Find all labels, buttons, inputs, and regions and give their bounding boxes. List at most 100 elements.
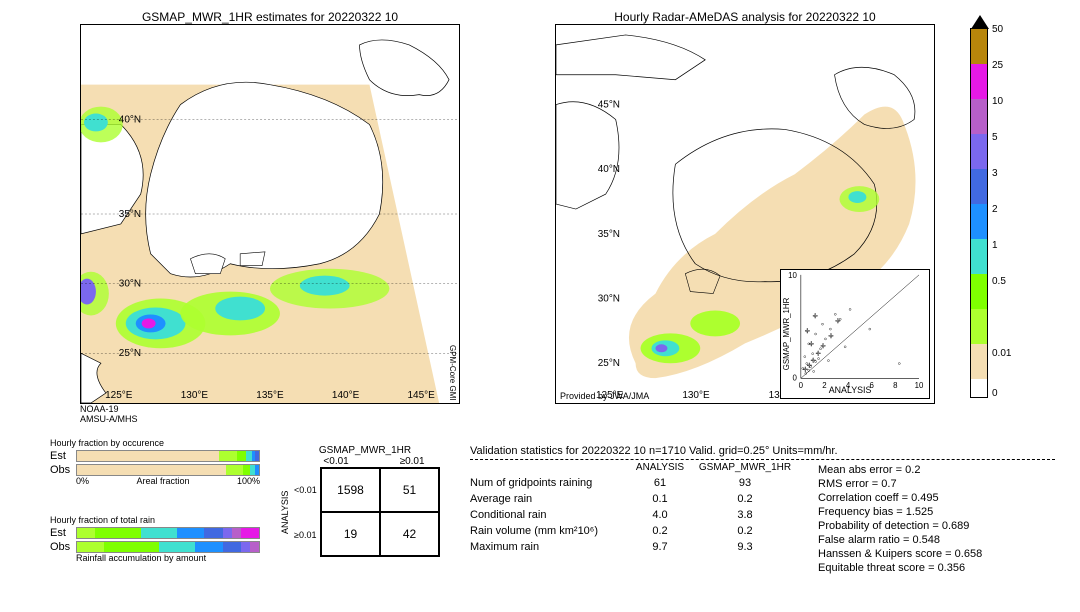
svg-text:10: 10 [915,381,924,390]
cont-row-label: ≥0.01 [294,530,320,540]
svg-text:10: 10 [788,271,797,280]
totalrain-title: Hourly fraction of total rain [50,515,260,525]
right-map-title: Hourly Radar-AMeDAS analysis for 2022032… [555,10,935,24]
cb-tick: 1 [992,240,998,251]
val-col-header: GSMAP_MWR_1HR [695,462,795,473]
bar-segment [77,451,219,461]
svg-text:+: + [821,341,826,351]
cb-tick: 0.5 [992,276,1006,287]
svg-text:35°N: 35°N [119,209,141,220]
gpm-label: GPM-Core GMI [448,345,457,401]
est-label: Est [50,527,72,539]
svg-text:+: + [835,316,840,326]
lon-tick: 145°E [407,390,434,401]
cont-col-header: GSMAP_MWR_1HR [280,445,450,456]
bar-segment [77,465,226,475]
cont-cell: 1598 [321,468,380,512]
bar-segment [241,542,250,552]
bar-segment [241,528,259,538]
cont-cell: 42 [380,512,439,556]
noaa-label: NOAA-19 [80,404,460,414]
svg-text:25°N: 25°N [598,358,620,369]
svg-text:40°N: 40°N [119,114,141,125]
cb-tick: 3 [992,168,998,179]
svg-text:8: 8 [893,381,898,390]
bar-segment [77,542,104,552]
svg-text:35°N: 35°N [598,229,620,240]
left-map-title: GSMAP_MWR_1HR estimates for 20220322 10 [80,10,460,24]
cb-tick: 5 [992,132,998,143]
validation-row: Average rain0.10.2 [470,493,800,505]
bar-segment [255,451,259,461]
validation-row: Conditional rain4.03.8 [470,509,800,521]
totalrain-footer: Rainfall accumulation by amount [76,553,260,563]
svg-text:30°N: 30°N [598,294,620,305]
axis-label: 0% [76,476,89,486]
colorbar [970,28,988,398]
bar-segment [141,528,177,538]
totalrain-obs-bar [76,541,260,553]
svg-text:+: + [805,326,810,336]
svg-text:4: 4 [846,381,851,390]
svg-text:0: 0 [793,373,798,382]
bar-segment [250,542,259,552]
jwa-label: Provided by JWA/JMA [560,391,649,401]
cont-row-header: ANALYSIS [280,467,294,557]
lon-tick: 130°E [181,390,208,401]
bar-segment [204,528,222,538]
cb-tick: 0.01 [992,348,1011,359]
stat-row: Equitable threat score = 0.356 [818,562,1048,574]
validation-row: Rain volume (mm km²10⁶)0.20.2 [470,525,800,537]
cont-row-label: <0.01 [294,485,320,495]
stat-row: False alarm ratio = 0.548 [818,534,1048,546]
svg-text:2: 2 [822,381,826,390]
svg-text:40°N: 40°N [598,164,620,175]
stat-row: Mean abs error = 0.2 [818,464,1048,476]
stat-row: Correlation coeff = 0.495 [818,492,1048,504]
lon-tick: 130°E [682,390,709,401]
occurrence-est-bar [76,450,260,462]
svg-text:6: 6 [870,381,875,390]
svg-text:+: + [813,311,818,321]
validation-row: Num of gridpoints raining6193 [470,477,800,489]
cb-tick: 2 [992,204,998,215]
val-col-header: ANALYSIS [625,462,695,473]
amsu-label: AMSU-A/MHS [80,414,460,424]
bar-segment [195,542,222,552]
right-map: 45°N 40°N 35°N 30°N 25°N 125°E 130°E 135… [555,24,935,404]
bar-segment [95,528,141,538]
bar-segment [159,542,195,552]
svg-text:+: + [809,339,814,349]
bar-segment [219,451,237,461]
bar-segment [177,528,204,538]
validation-header: Validation statistics for 20220322 10 n=… [470,445,1055,457]
left-map-svg: 40°N 35°N 30°N 25°N [81,25,459,403]
lon-tick: 140°E [332,390,359,401]
scatter-plot: ++ ++ ++ ++ ++ ANALYSIS GSMAP_MWR_1HR 0 … [780,269,930,399]
cont-cell: 19 [321,512,380,556]
cb-tick: 10 [992,96,1003,107]
bar-segment [104,542,159,552]
svg-text:0: 0 [799,381,804,390]
cb-tick: 0 [992,388,998,399]
totalrain-est-bar [76,527,260,539]
bar-segment [223,542,241,552]
cont-col-label: <0.01 [323,456,348,467]
svg-text:GSMAP_MWR_1HR: GSMAP_MWR_1HR [782,297,791,370]
svg-text:45°N: 45°N [598,100,620,111]
svg-text:25°N: 25°N [119,348,141,359]
obs-label: Obs [50,541,72,553]
stat-row: Frequency bias = 1.525 [818,506,1048,518]
stat-row: Hanssen & Kuipers score = 0.658 [818,548,1048,560]
validation-row: Maximum rain9.79.3 [470,541,800,553]
stat-row: RMS error = 0.7 [818,478,1048,490]
est-label: Est [50,450,72,462]
cont-cell: 51 [380,468,439,512]
svg-text:30°N: 30°N [119,279,141,290]
cont-col-label: ≥0.01 [400,456,425,467]
bar-segment [237,451,246,461]
bar-segment [232,528,241,538]
cb-tick: 50 [992,24,1003,35]
occurrence-obs-bar [76,464,260,476]
axis-label: Areal fraction [136,476,189,486]
